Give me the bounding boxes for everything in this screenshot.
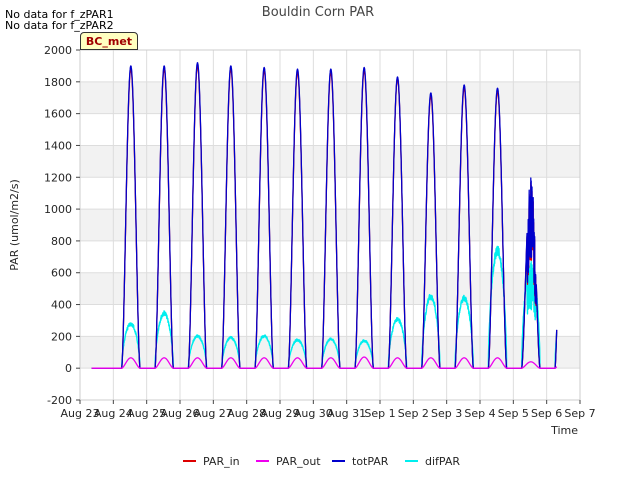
y-tick-label: 600 [51, 267, 72, 280]
x-tick-label: Sep 2 [398, 407, 429, 420]
no-data-note-1: No data for f_zPAR1 [5, 8, 114, 21]
x-tick-label: Aug 29 [261, 407, 300, 420]
y-tick-label: 400 [51, 299, 72, 312]
y-tick-label: 1600 [44, 108, 72, 121]
y-tick-label: 1800 [44, 76, 72, 89]
legend-label-difPAR: difPAR [425, 455, 460, 468]
x-axis-label: Time [550, 424, 578, 437]
x-tick-label: Aug 25 [127, 407, 166, 420]
y-tick-label: -200 [47, 394, 72, 407]
y-axis-label: PAR (umol/m2/s) [8, 179, 21, 271]
x-tick-label: Aug 23 [61, 407, 100, 420]
background-band [80, 145, 580, 178]
x-tick-label: Aug 27 [194, 407, 233, 420]
background-band [80, 336, 580, 369]
y-tick-label: 0 [65, 362, 72, 375]
x-tick-label: Aug 31 [327, 407, 366, 420]
legend-label-PAR_out: PAR_out [276, 455, 321, 468]
background-band [80, 209, 580, 241]
series-line-PAR_out [91, 356, 558, 369]
legend: PAR_in PAR_out totPAR difPAR [183, 455, 460, 468]
x-tick-label: Sep 3 [431, 407, 462, 420]
x-tick-label: Aug 28 [227, 407, 266, 420]
y-tick-label: 200 [51, 330, 72, 343]
no-data-note-2: No data for f_zPAR2 [5, 19, 114, 32]
y-tick-label: 1200 [44, 171, 72, 184]
y-tick-label: 1400 [44, 139, 72, 152]
background-band [80, 272, 580, 305]
x-tick-label: Sep 1 [364, 407, 395, 420]
plot-frame [79, 49, 581, 401]
y-axis: -200 0 200 400 600 800 1000 1200 1400 1600 1800 200… [44, 44, 80, 407]
x-tick-label: Aug 26 [161, 407, 200, 420]
x-tick-label: Sep 7 [564, 407, 595, 420]
legend-label-PAR_in: PAR_in [203, 455, 240, 468]
x-tick-label: Aug 30 [294, 407, 333, 420]
chart-title: Bouldin Corn PAR [262, 5, 374, 20]
x-tick-label: Aug 24 [94, 407, 133, 420]
y-tick-label: 800 [51, 235, 72, 248]
x-tick-label: Sep 5 [498, 407, 529, 420]
legend-label-totPAR: totPAR [352, 455, 389, 468]
y-tick-label: 1000 [44, 203, 72, 216]
site-badge: BC_met [80, 32, 138, 50]
series-layer [91, 62, 558, 369]
x-tick-label: Sep 4 [464, 407, 495, 420]
y-tick-label: 2000 [44, 44, 72, 57]
background-bands [80, 81, 580, 369]
x-tick-label: Sep 6 [531, 407, 562, 420]
